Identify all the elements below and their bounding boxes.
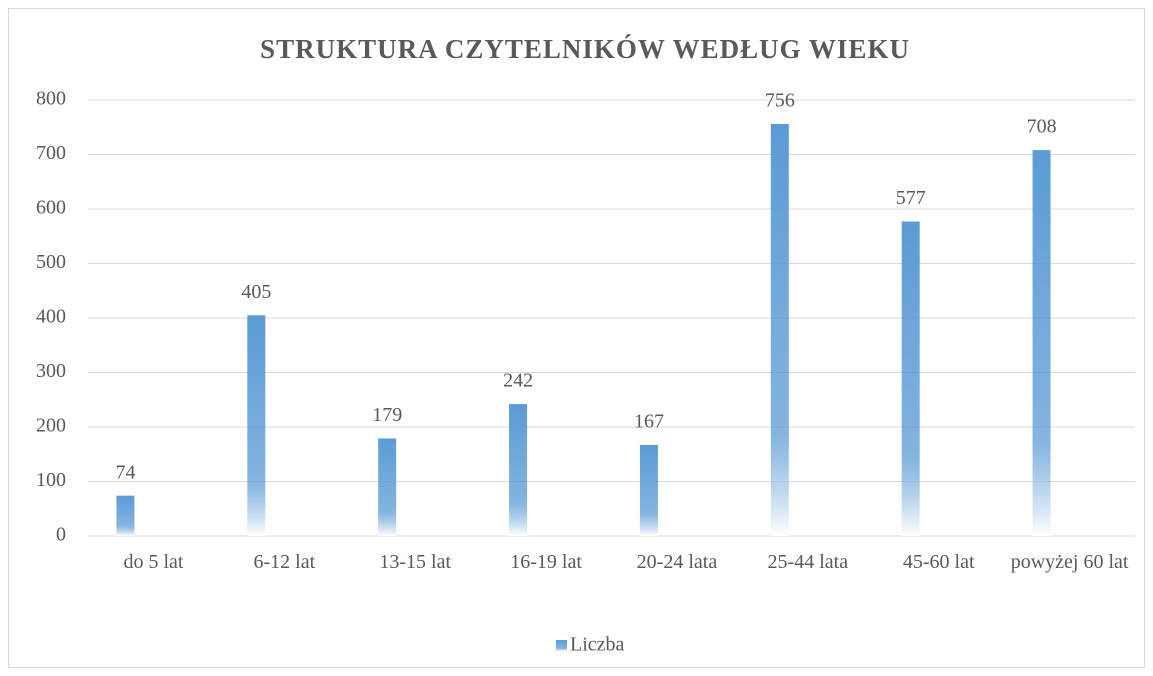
x-tick-label: 25-44 lata	[767, 551, 849, 573]
y-tick-label: 600	[36, 197, 66, 219]
data-label: 179	[372, 404, 402, 426]
chart-title: STRUKTURA CZYTELNIKÓW WEDŁUG WIEKU	[260, 34, 910, 64]
y-tick-label: 300	[36, 360, 66, 382]
data-label: 756	[765, 90, 795, 112]
bar	[901, 221, 920, 536]
data-label: 242	[503, 370, 533, 392]
data-label: 405	[241, 281, 271, 303]
y-tick-label: 100	[36, 469, 66, 491]
y-tick-label: 700	[36, 142, 66, 164]
y-tick-label: 400	[36, 306, 66, 328]
chart-border	[8, 8, 1145, 668]
data-label: 74	[115, 461, 135, 483]
data-label: 708	[1027, 116, 1057, 138]
bar	[1032, 150, 1051, 536]
x-tick-label: powyżej 60 lat	[1010, 551, 1129, 573]
bar	[509, 404, 528, 536]
x-tick-label: do 5 lat	[123, 551, 184, 573]
y-tick-label: 800	[36, 88, 66, 110]
bar	[116, 495, 135, 536]
x-tick-label: 6-12 lat	[253, 551, 316, 573]
bar	[378, 438, 397, 536]
y-tick-label: 500	[36, 251, 66, 273]
legend-swatch	[556, 640, 567, 651]
bar	[639, 444, 658, 536]
bar	[247, 315, 266, 536]
x-tick-label: 16-19 lat	[510, 551, 582, 573]
data-label: 167	[634, 411, 664, 433]
data-label: 577	[896, 187, 926, 209]
x-tick-label: 20-24 lata	[636, 551, 718, 573]
x-tick-label: 45-60 lat	[902, 551, 975, 573]
x-tick-label: 13-15 lat	[379, 551, 452, 573]
y-tick-label: 0	[56, 524, 66, 546]
legend-label: Liczba	[570, 634, 625, 656]
y-tick-label: 200	[36, 415, 66, 437]
bar	[770, 123, 789, 536]
